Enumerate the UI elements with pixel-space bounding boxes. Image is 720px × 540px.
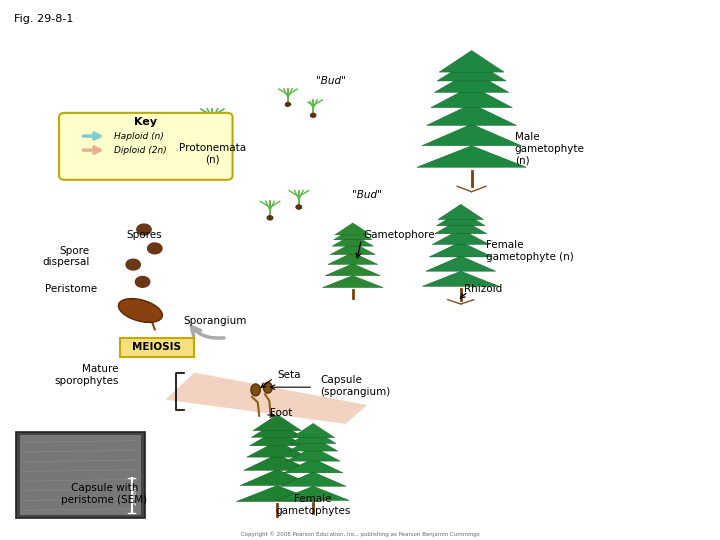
Text: "Bud": "Bud" (316, 76, 346, 86)
Text: Gametophore: Gametophore (364, 230, 435, 240)
Text: Capsule with
peristome (SEM): Capsule with peristome (SEM) (61, 483, 148, 505)
Polygon shape (426, 256, 496, 271)
Polygon shape (417, 146, 526, 167)
Text: Diploid (2n): Diploid (2n) (114, 146, 166, 154)
Text: Protonemata
(n): Protonemata (n) (179, 143, 246, 165)
Polygon shape (236, 485, 318, 502)
Circle shape (148, 243, 162, 254)
Polygon shape (427, 104, 516, 125)
Polygon shape (247, 441, 307, 457)
FancyBboxPatch shape (120, 338, 194, 357)
Text: Female
gametophytes: Female gametophytes (276, 494, 351, 516)
Polygon shape (277, 486, 349, 501)
Polygon shape (335, 223, 371, 235)
Polygon shape (422, 124, 521, 146)
Text: 2 mm: 2 mm (133, 487, 138, 505)
Polygon shape (292, 423, 335, 437)
Text: Rhizoid: Rhizoid (464, 284, 503, 294)
Circle shape (126, 259, 140, 270)
Text: Capsule
(sporangium): Capsule (sporangium) (320, 375, 391, 397)
Ellipse shape (264, 382, 272, 393)
Polygon shape (434, 71, 509, 92)
Circle shape (180, 143, 187, 147)
Circle shape (137, 224, 151, 235)
Ellipse shape (118, 299, 163, 322)
Circle shape (296, 205, 302, 209)
Polygon shape (439, 51, 504, 72)
Text: Foot: Foot (270, 408, 292, 418)
Text: Haploid (n): Haploid (n) (114, 132, 163, 140)
Text: Seta: Seta (277, 370, 301, 380)
Polygon shape (431, 86, 513, 107)
Polygon shape (249, 430, 305, 446)
Polygon shape (355, 0, 720, 16)
Polygon shape (280, 472, 346, 486)
Text: Copyright © 2008 Pearson Education, Inc., publishing as Pearson Benjamin Cumming: Copyright © 2008 Pearson Education, Inc.… (240, 532, 480, 537)
Polygon shape (166, 373, 367, 424)
Polygon shape (436, 211, 485, 226)
Polygon shape (423, 271, 499, 286)
FancyBboxPatch shape (16, 432, 145, 518)
Ellipse shape (251, 384, 261, 396)
Polygon shape (432, 230, 490, 245)
Polygon shape (435, 219, 487, 234)
Polygon shape (253, 415, 302, 431)
Polygon shape (323, 275, 383, 287)
Circle shape (267, 216, 273, 220)
Text: Mature
sporophytes: Mature sporophytes (55, 364, 119, 386)
Polygon shape (287, 447, 340, 461)
Polygon shape (429, 242, 492, 257)
FancyBboxPatch shape (20, 435, 141, 515)
Text: Spores: Spores (127, 230, 162, 240)
Polygon shape (284, 458, 343, 473)
Polygon shape (289, 437, 338, 451)
Circle shape (135, 276, 150, 287)
Polygon shape (437, 59, 506, 81)
Polygon shape (438, 204, 484, 219)
Polygon shape (290, 429, 336, 443)
Polygon shape (330, 242, 375, 254)
Text: Key: Key (134, 117, 157, 127)
Circle shape (310, 113, 316, 117)
Text: Male
gametophyte
(n): Male gametophyte (n) (515, 132, 585, 165)
Polygon shape (328, 252, 378, 265)
Circle shape (209, 126, 216, 131)
Text: Fig. 29-8-1: Fig. 29-8-1 (14, 14, 73, 24)
Polygon shape (325, 264, 380, 275)
Polygon shape (332, 234, 374, 246)
Polygon shape (240, 469, 314, 485)
Polygon shape (333, 228, 372, 240)
Circle shape (151, 161, 158, 166)
Polygon shape (251, 421, 303, 437)
Text: Spore
dispersal: Spore dispersal (42, 246, 90, 267)
Text: "Bud": "Bud" (352, 190, 382, 200)
Text: Sporangium: Sporangium (184, 316, 247, 326)
Circle shape (285, 103, 291, 106)
Text: Peristome: Peristome (45, 284, 97, 294)
Text: Female
gametophyte (n): Female gametophyte (n) (486, 240, 574, 262)
Text: MEIOSIS: MEIOSIS (132, 342, 181, 352)
Polygon shape (243, 454, 311, 470)
FancyBboxPatch shape (59, 113, 233, 180)
